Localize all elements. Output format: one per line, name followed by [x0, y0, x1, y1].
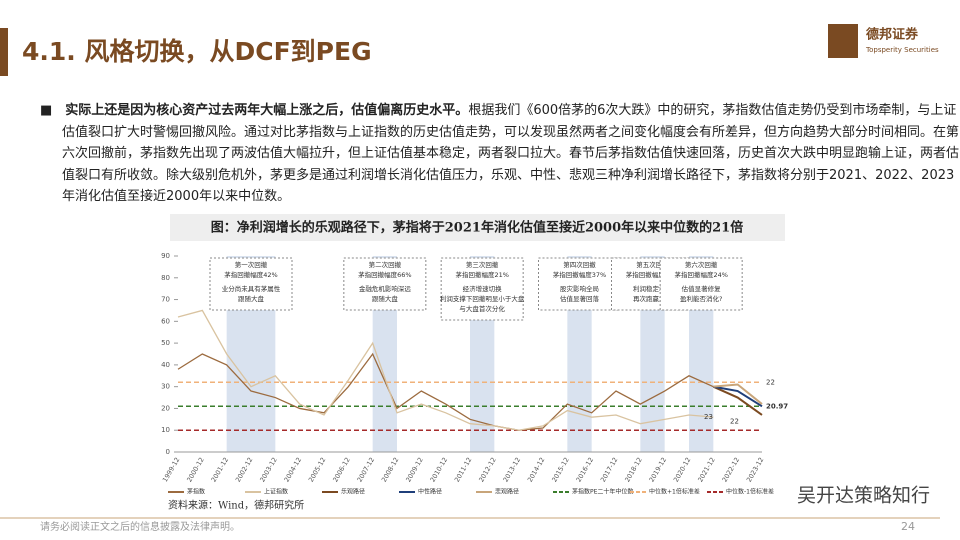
period-text: 第四次回撤	[563, 260, 596, 269]
period-text: 估值显著回落	[560, 294, 600, 303]
period-text: 茅指回撤幅度23%	[626, 270, 679, 279]
period-text: 与大盘首次分化	[459, 304, 505, 313]
y-tick-label: 40	[161, 361, 170, 369]
path-label: 22	[766, 378, 775, 386]
bullet-paragraph: ■ 实际上还是因为核心资产过去两年大幅上涨之后，估值偏离历史水平。根据我们《60…	[40, 103, 960, 204]
logo-text: 德邦证券	[866, 27, 919, 43]
legend-label: 上证指数	[264, 488, 288, 496]
path-label: 20.97	[766, 402, 788, 410]
legend-label: 茅指数	[187, 488, 205, 496]
period-text: 第二次回撤	[369, 260, 402, 269]
series-line	[177, 352, 714, 431]
series-line	[713, 383, 763, 405]
period-text: 第一次回撤	[235, 260, 268, 269]
logo-icon	[828, 24, 858, 58]
footer-note: 请务必阅读正文之后的信息披露及法律声明。	[40, 520, 240, 533]
series-line	[713, 385, 763, 408]
page-number: 24	[901, 520, 915, 533]
y-tick-label: 0	[166, 448, 170, 456]
body-text: 根据我们《600倍茅的6次大跌》中的研究，茅指数估值走势仍受到市场牵制，与上证估…	[62, 103, 960, 204]
logo-en: Topsperity Securities	[865, 46, 939, 54]
path-label: 22	[730, 418, 739, 426]
period-text: 利润支撑下回撤明显小于大盘	[440, 294, 525, 303]
legend-label: 中性路径	[418, 488, 442, 496]
legend-label: 乐观路径	[341, 488, 365, 496]
y-tick-label: 50	[161, 339, 170, 347]
legend-label: 茅指数PE二十年中位数	[572, 488, 633, 496]
period-box	[659, 257, 743, 311]
series-line	[712, 385, 763, 416]
period-text: 跟随大盘	[372, 294, 399, 303]
period-text: 茅指回撤幅度37%	[553, 270, 606, 279]
period-box	[440, 257, 524, 321]
period-text: 第五次回撤	[636, 260, 669, 269]
period-text: 茅指回撤幅度66%	[358, 270, 411, 279]
title-bar	[0, 28, 8, 76]
period-text: 茅指回撤幅度21%	[455, 270, 508, 279]
caption-box	[170, 214, 785, 241]
period-text: 利润稳定增长	[633, 284, 673, 293]
watermark: 吴开达策略知行	[797, 485, 930, 507]
period-box	[209, 257, 293, 311]
legend-label: 中位数-1倍标准差	[726, 488, 774, 496]
y-tick-label: 10	[161, 426, 170, 434]
period-text: 茅指回撤幅度42%	[224, 270, 277, 279]
period-text: 盈利能否消化?	[680, 294, 722, 303]
y-tick-label: 30	[161, 383, 170, 391]
bold-text: 实际上还是因为核心资产过去两年大幅上涨之后，估值偏离历史水平。	[65, 103, 469, 118]
period-box	[343, 257, 427, 311]
source: 资料来源：Wind，德邦研究所	[168, 499, 304, 512]
y-tick-label: 70	[161, 296, 170, 304]
chart-title: 图：净利润增长的乐观路径下，茅指将于2021年消化估值至接近2000年以来中位数…	[211, 220, 743, 236]
y-tick-label: 20	[161, 404, 170, 412]
period-text: 跟随大盘	[238, 294, 265, 303]
period-text: 股灾影响全局	[560, 284, 599, 293]
period-text: 第六次回撤	[685, 260, 718, 269]
slide-title: 4.1. 风格切换，从DCF到PEG	[22, 37, 372, 66]
y-tick-label: 90	[161, 252, 170, 260]
period-text: 再次跑赢大盘	[633, 294, 673, 303]
period-text: 估值显著修复	[682, 284, 722, 293]
period-text: 茅指回撤幅度24%	[674, 270, 727, 279]
period-text: 第三次回撤	[466, 260, 499, 269]
legend-label: 中位数+1倍标准差	[649, 488, 700, 496]
y-tick-label: 60	[161, 317, 170, 325]
y-tick-label: 80	[161, 274, 170, 282]
period-text: 金融危机影响深远	[359, 284, 412, 293]
period-text: 经济增速切换	[463, 284, 503, 293]
legend-label: 悲观路径	[495, 488, 519, 496]
series-line	[177, 309, 714, 431]
period-text: 业分尚未具有茅属性	[222, 284, 281, 293]
path-label: 23	[704, 413, 713, 421]
